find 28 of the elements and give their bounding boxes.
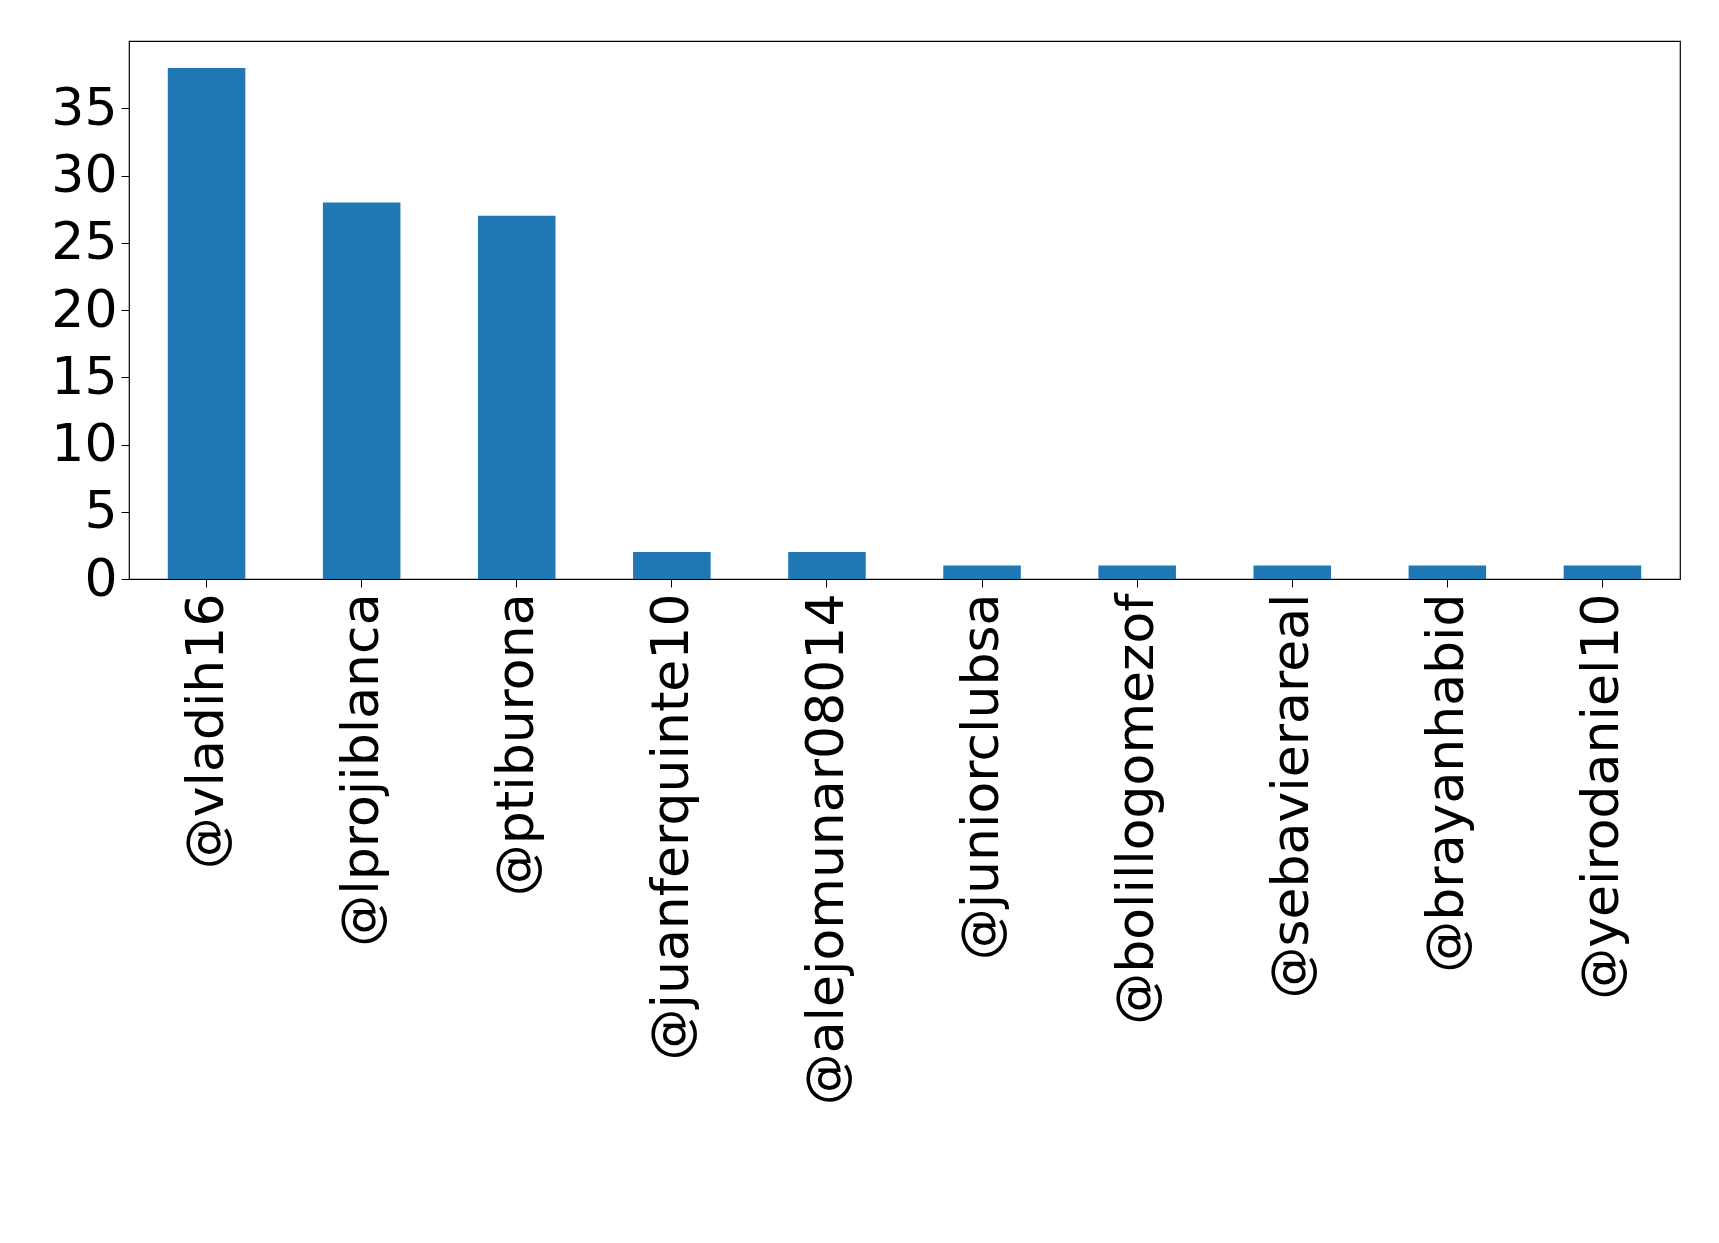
x-tick-label: @ptiburona bbox=[484, 593, 545, 897]
bar bbox=[788, 552, 866, 579]
x-tick-label: @alejomunar08014 bbox=[794, 593, 855, 1106]
x-tick-label: @vladih16 bbox=[174, 593, 235, 870]
bar bbox=[943, 565, 1021, 579]
y-tick-label: 35 bbox=[51, 76, 118, 137]
bar bbox=[1408, 565, 1487, 579]
y-tick-label: 0 bbox=[84, 547, 118, 608]
x-tick-label: @sebavierareal bbox=[1260, 593, 1321, 999]
x-tick-label: @juanferquinte10 bbox=[639, 593, 700, 1061]
bar bbox=[1098, 565, 1176, 579]
bar bbox=[167, 67, 246, 579]
y-tick-label: 5 bbox=[84, 480, 118, 541]
bar bbox=[322, 202, 401, 579]
y-tick-label: 20 bbox=[51, 278, 118, 339]
x-tick-label: @brayanhabid bbox=[1415, 593, 1476, 973]
bar bbox=[477, 215, 556, 579]
bar bbox=[633, 552, 711, 579]
y-tick-label: 10 bbox=[51, 413, 118, 473]
x-tick-label: @lprojiblanca bbox=[329, 593, 390, 947]
y-tick-label: 15 bbox=[51, 345, 118, 406]
y-tick-label: 25 bbox=[51, 211, 118, 272]
x-tick-label: @bolillogomezof bbox=[1105, 591, 1166, 1025]
x-tick-label: @yeirodaniel10 bbox=[1570, 593, 1631, 1000]
y-tick-label: 30 bbox=[51, 144, 118, 204]
bar bbox=[1563, 565, 1642, 579]
bar bbox=[1253, 565, 1332, 579]
x-tick-label: @juniorclubsa bbox=[950, 593, 1011, 961]
